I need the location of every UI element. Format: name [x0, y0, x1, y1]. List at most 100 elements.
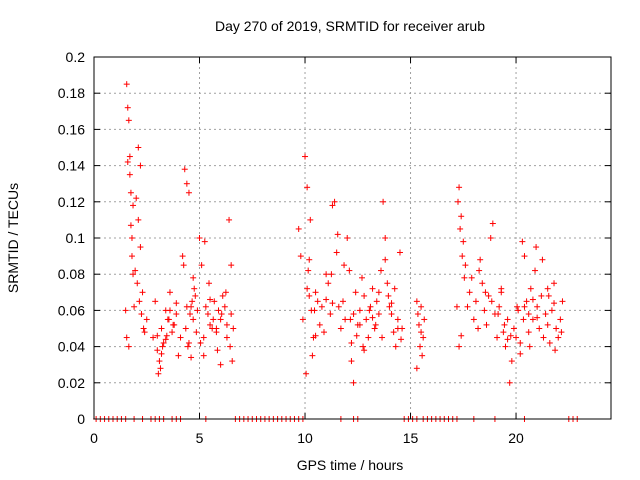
- data-point: [545, 292, 552, 299]
- data-point: [508, 358, 515, 365]
- data-point: [375, 289, 382, 296]
- data-point: [360, 343, 367, 350]
- data-point: [551, 300, 558, 307]
- data-point: [472, 298, 479, 305]
- data-point: [394, 316, 401, 323]
- data-point: [306, 256, 313, 263]
- data-point: [141, 329, 148, 336]
- data-point: [544, 321, 551, 328]
- data-point: [456, 184, 463, 191]
- data-point: [126, 171, 133, 178]
- data-point: [413, 365, 420, 372]
- data-point: [361, 347, 368, 354]
- data-point: [135, 144, 142, 151]
- x-tick-label: 5: [196, 430, 204, 446]
- data-point: [458, 213, 465, 220]
- data-point: [230, 325, 237, 332]
- data-point: [419, 352, 426, 359]
- data-point: [488, 298, 495, 305]
- data-point: [464, 303, 471, 310]
- data-point: [123, 81, 130, 88]
- data-point: [460, 238, 467, 245]
- data-point: [166, 307, 173, 314]
- data-point: [188, 354, 195, 361]
- data-point: [136, 298, 143, 305]
- data-point: [382, 235, 389, 241]
- data-point: [477, 256, 484, 263]
- data-point: [506, 379, 513, 386]
- data-point: [223, 334, 230, 341]
- data-point: [418, 329, 425, 336]
- data-point: [352, 289, 359, 296]
- data-point: [305, 267, 312, 274]
- data-point: [328, 271, 335, 278]
- data-point: [125, 343, 132, 350]
- data-point: [498, 289, 505, 296]
- data-point: [334, 231, 341, 238]
- data-point: [331, 198, 338, 205]
- data-point: [183, 180, 190, 187]
- data-point: [479, 280, 486, 287]
- y-tick-label: 0.1: [66, 230, 86, 246]
- data-point: [540, 334, 547, 341]
- x-tick-label: 10: [297, 430, 313, 446]
- data-point: [124, 158, 131, 165]
- data-point: [128, 253, 135, 260]
- data-point: [194, 307, 201, 314]
- data-point: [483, 321, 490, 328]
- data-point: [340, 298, 347, 305]
- data-point: [190, 274, 197, 281]
- data-point: [160, 339, 167, 346]
- data-point: [198, 262, 205, 269]
- data-point: [325, 280, 332, 287]
- data-point: [392, 343, 399, 350]
- axis-ticks: 0 0.02 0.04 0.06 0.08 0.1 0.12 0.14 0.16 0.18 0.2 0…: [58, 49, 611, 446]
- data-point: [187, 311, 194, 318]
- data-point: [521, 253, 528, 260]
- data-point: [329, 300, 336, 307]
- data-point: [207, 296, 214, 303]
- data-point: [466, 289, 473, 296]
- data-point: [311, 307, 318, 314]
- data-point: [413, 298, 420, 305]
- data-point: [201, 238, 208, 245]
- y-tick-label: 0.12: [58, 194, 85, 210]
- data-point: [458, 332, 465, 339]
- data-point: [150, 334, 157, 341]
- data-point: [302, 153, 309, 160]
- data-point: [384, 280, 391, 287]
- data-point: [158, 325, 165, 332]
- x-axis-label: GPS time / hours: [297, 457, 404, 473]
- data-point: [534, 314, 541, 321]
- data-point: [175, 352, 182, 359]
- data-point: [353, 332, 360, 339]
- data-point: [184, 343, 191, 350]
- data-point: [356, 321, 363, 328]
- data-point: [312, 289, 319, 296]
- data-point: [468, 274, 475, 281]
- data-point: [130, 271, 137, 278]
- data-point: [312, 332, 319, 339]
- data-point: [131, 303, 138, 310]
- data-point: [380, 198, 387, 205]
- data-point: [321, 329, 328, 336]
- data-point: [163, 332, 170, 339]
- y-tick-label: 0.18: [58, 85, 85, 101]
- data-point: [189, 298, 196, 305]
- y-tick-label: 0.04: [58, 339, 85, 355]
- data-point: [170, 321, 177, 328]
- data-point: [470, 316, 477, 323]
- data-point: [181, 166, 188, 173]
- data-point: [552, 347, 559, 354]
- data-point: [361, 292, 368, 299]
- data-point: [487, 235, 494, 241]
- data-point: [347, 316, 354, 323]
- data-point: [323, 296, 330, 303]
- data-point: [185, 339, 192, 346]
- data-point: [138, 311, 145, 318]
- data-point: [295, 225, 302, 232]
- data-point: [365, 334, 372, 341]
- data-point: [226, 216, 233, 223]
- data-point: [375, 311, 382, 318]
